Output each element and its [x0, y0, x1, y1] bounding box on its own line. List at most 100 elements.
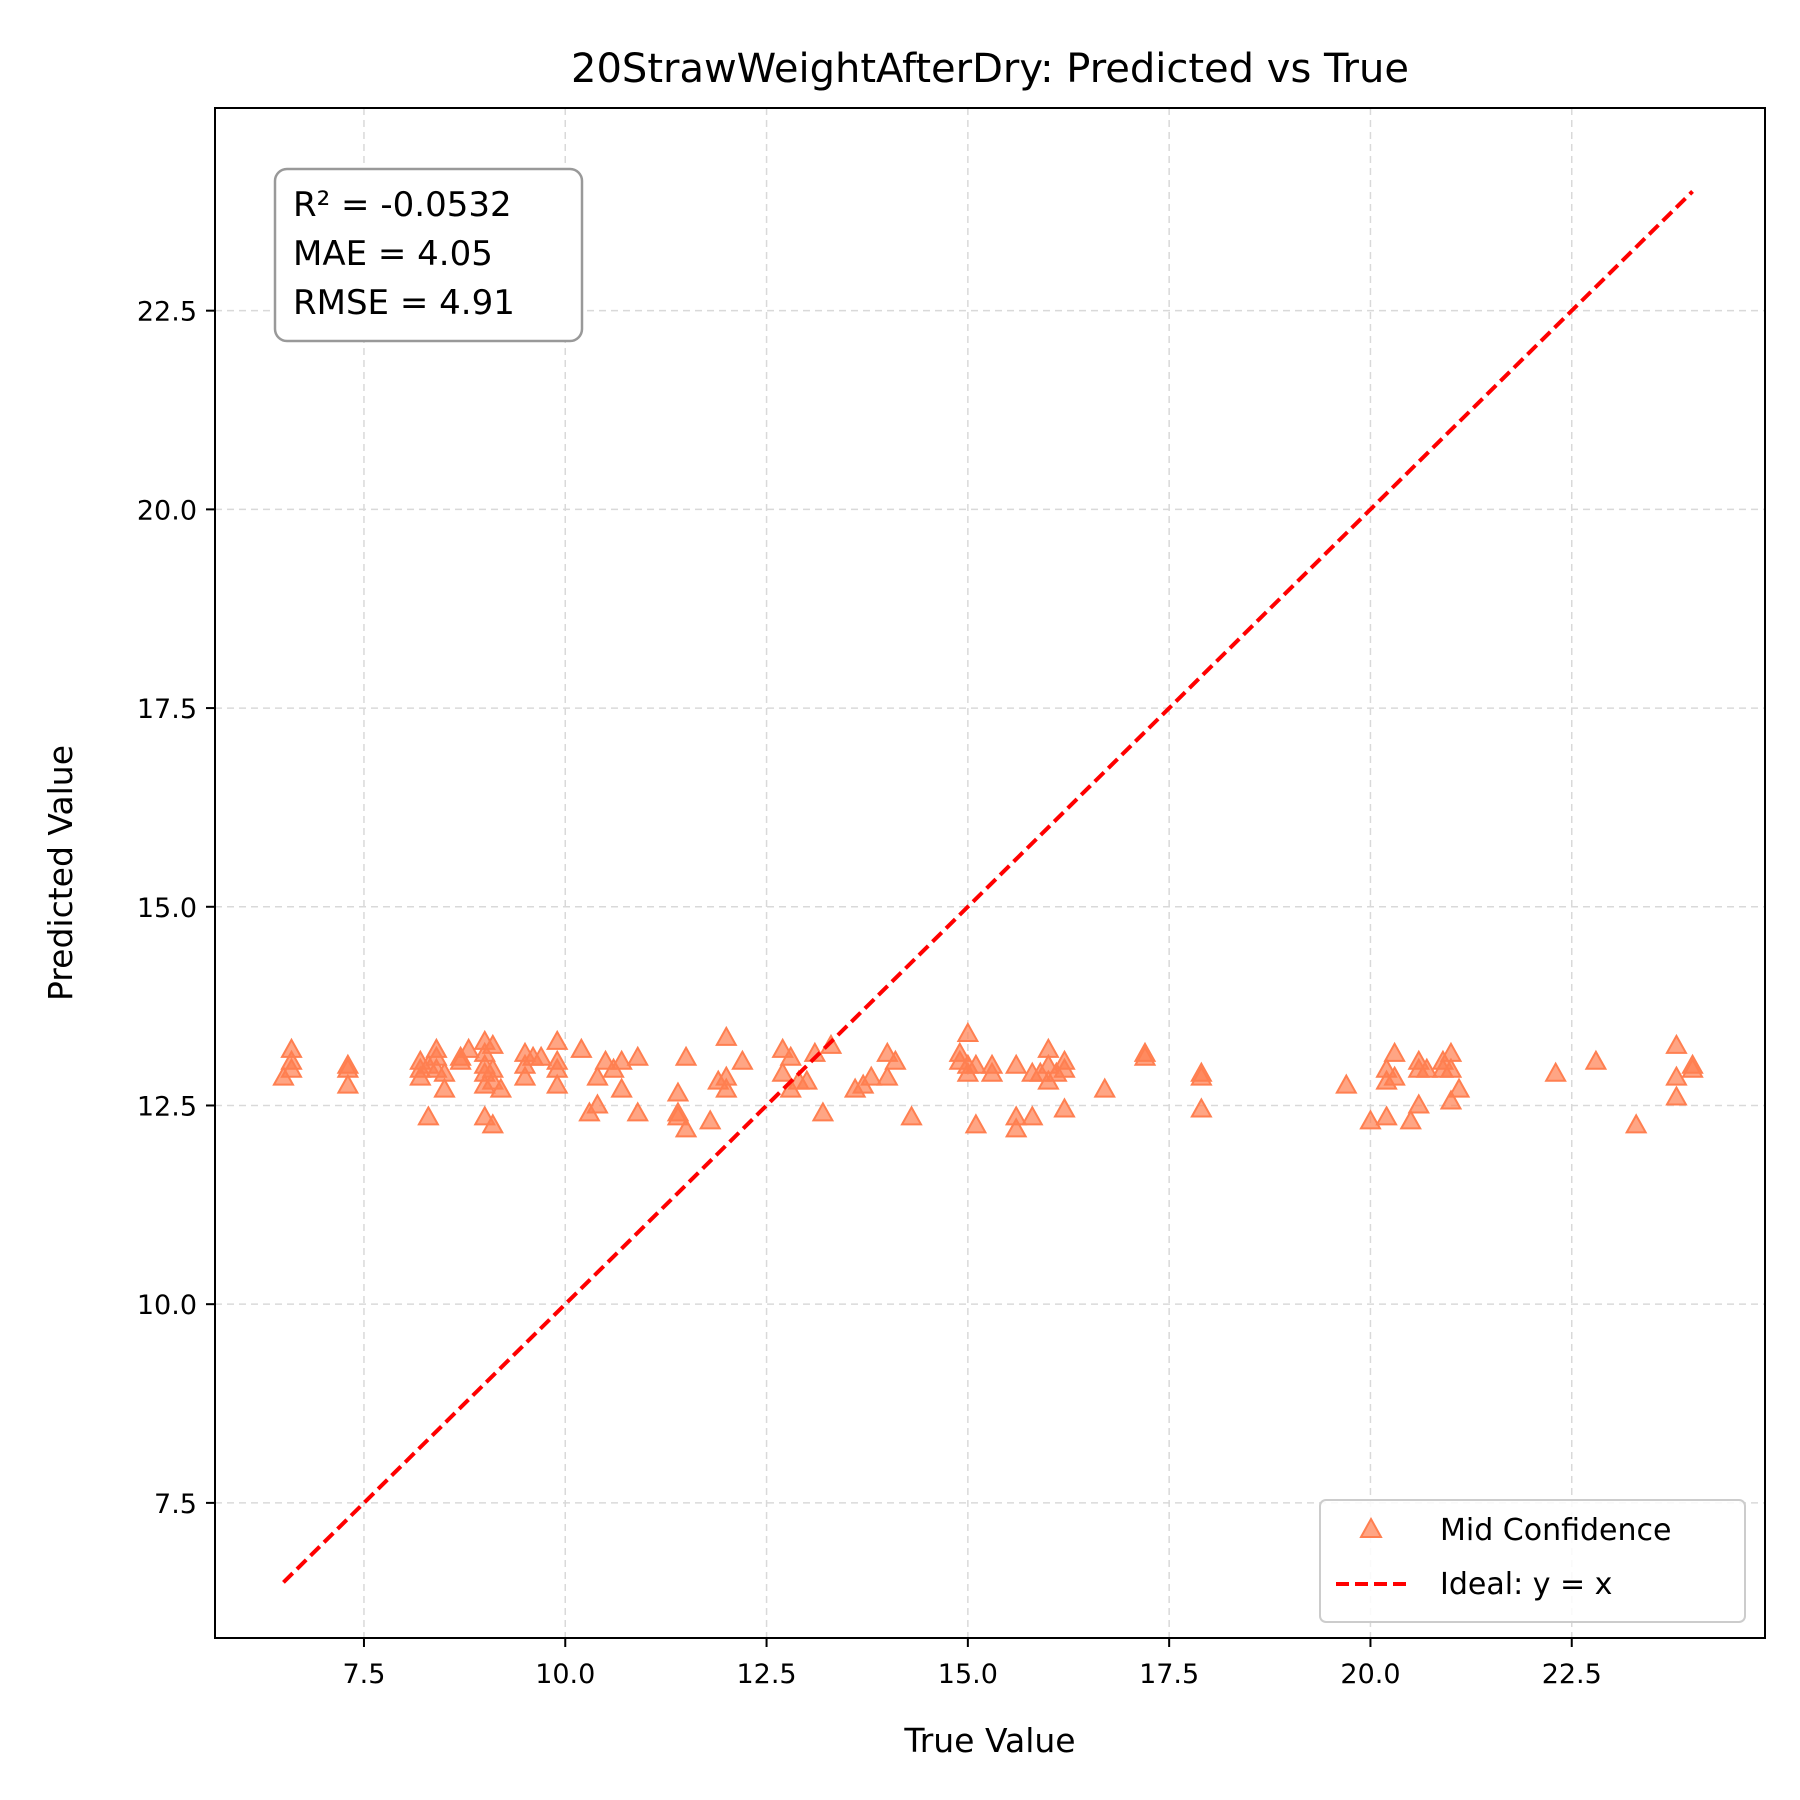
scatter-point [1375, 1105, 1398, 1126]
scatter-point [980, 1061, 1004, 1082]
scatter-point [610, 1049, 633, 1070]
scatter-point [626, 1045, 649, 1066]
legend-label-ideal: Ideal: y = x [1440, 1567, 1612, 1602]
scatter-point [1053, 1097, 1076, 1118]
scatter-point [1383, 1041, 1406, 1062]
scatter-point [1439, 1089, 1463, 1110]
scatter-point [771, 1061, 794, 1082]
y-tick-label: 15.0 [137, 893, 197, 924]
legend-label-mid-confidence: Mid Confidence [1440, 1513, 1671, 1548]
scatter-point [546, 1073, 569, 1094]
scatter-point [336, 1073, 360, 1094]
scatter-point [1439, 1057, 1463, 1078]
scatter-point [417, 1105, 440, 1126]
scatter-point [586, 1065, 609, 1086]
scatter-point [626, 1101, 649, 1122]
legend: Mid Confidence Ideal: y = x [1319, 1499, 1746, 1623]
scatter-point [1665, 1065, 1688, 1086]
scatter-point [610, 1077, 633, 1098]
scatter-point [1004, 1053, 1028, 1074]
scatter-point [900, 1105, 923, 1126]
scatter-point [481, 1033, 504, 1054]
y-tick-label: 22.5 [137, 297, 197, 328]
grid-lines [215, 108, 1765, 1638]
stats-rmse: RMSE = 4.91 [293, 283, 515, 323]
scatter-point [964, 1053, 988, 1074]
scatter-point [1093, 1077, 1116, 1098]
scatter-point [715, 1077, 738, 1098]
x-axis-label: True Value [903, 1721, 1075, 1760]
scatter-point [409, 1065, 432, 1086]
scatter-point [513, 1065, 537, 1086]
x-tick-label: 17.5 [1139, 1659, 1199, 1690]
x-tick-label: 10.0 [535, 1659, 595, 1690]
y-tick-label: 20.0 [137, 495, 197, 526]
scatter-point [457, 1037, 480, 1058]
scatter-point [529, 1045, 553, 1066]
scatter-point [1335, 1073, 1358, 1094]
scatter-point [586, 1093, 609, 1114]
scatter-point [546, 1029, 569, 1050]
legend-triangle-marker [1359, 1516, 1383, 1538]
scatter-point [674, 1117, 698, 1138]
x-tick-label: 12.5 [736, 1659, 796, 1690]
scatter-point [489, 1077, 513, 1098]
scatter-point [1383, 1065, 1406, 1086]
x-tick-label: 15.0 [938, 1659, 998, 1690]
scatter-point [715, 1025, 738, 1046]
scatter-point [1665, 1085, 1688, 1106]
y-tick-label: 17.5 [137, 694, 197, 725]
x-axis-ticks: 7.5 10.0 12.5 15.0 17.5 20.0 22.5 [342, 1638, 1602, 1690]
scatter-point [876, 1065, 899, 1086]
scatter-point [731, 1049, 754, 1070]
scatter-point [481, 1113, 504, 1134]
scatter-point [1407, 1093, 1430, 1114]
y-tick-label: 12.5 [137, 1091, 197, 1122]
scatter-point [1624, 1113, 1648, 1134]
stats-box-frame [273, 167, 584, 343]
scatter-point [449, 1049, 472, 1070]
scatter-point [811, 1101, 835, 1122]
scatter-point [433, 1077, 456, 1098]
scatter-point [860, 1065, 883, 1086]
y-axis-label: Predicted Value [41, 745, 80, 1001]
x-tick-label: 20.0 [1340, 1659, 1400, 1690]
scatter-point [795, 1069, 819, 1090]
x-tick-label: 7.5 [342, 1659, 385, 1690]
scatter-point [1021, 1105, 1044, 1126]
plot-frame [214, 107, 1766, 1639]
scatter-point [666, 1081, 690, 1102]
stats-box: R² = -0.0532 MAE = 4.05 RMSE = 4.91 [273, 167, 584, 343]
scatter-point [1133, 1045, 1157, 1066]
scatter-point [1190, 1065, 1213, 1086]
scatter-point [1053, 1057, 1076, 1078]
scatter-point [1190, 1097, 1213, 1118]
y-tick-label: 10.0 [137, 1290, 197, 1321]
scatter-point [1004, 1117, 1028, 1138]
y-axis-ticks: 7.5 10.0 12.5 15.0 17.5 20.0 22.5 [137, 297, 215, 1520]
scatter-point [1359, 1109, 1382, 1130]
scatter-point [1447, 1077, 1471, 1098]
scatter-point [1584, 1049, 1608, 1070]
scatter-point [1681, 1057, 1704, 1078]
legend-frame [1319, 1499, 1746, 1623]
scatter-point [1415, 1057, 1439, 1078]
scatter-point [666, 1105, 690, 1126]
scatter-point [1544, 1061, 1567, 1082]
ideal-line [282, 190, 1694, 1584]
ideal-line-layer [282, 190, 1694, 1584]
scatter-point [1665, 1033, 1688, 1054]
stats-r2: R² = -0.0532 [293, 185, 512, 225]
scatter-point [1399, 1109, 1422, 1130]
scatter-point [956, 1021, 980, 1042]
scatter-point [570, 1037, 593, 1058]
x-tick-label: 22.5 [1542, 1659, 1602, 1690]
stats-mae: MAE = 4.05 [293, 234, 493, 274]
scatter-points [272, 1021, 1704, 1138]
scatter-point [280, 1057, 303, 1078]
chart-title: 20StrawWeightAfterDry: Predicted vs True [571, 46, 1409, 92]
plot-area [215, 108, 1765, 1638]
scatter-point [698, 1109, 722, 1130]
scatter-point [964, 1113, 988, 1134]
